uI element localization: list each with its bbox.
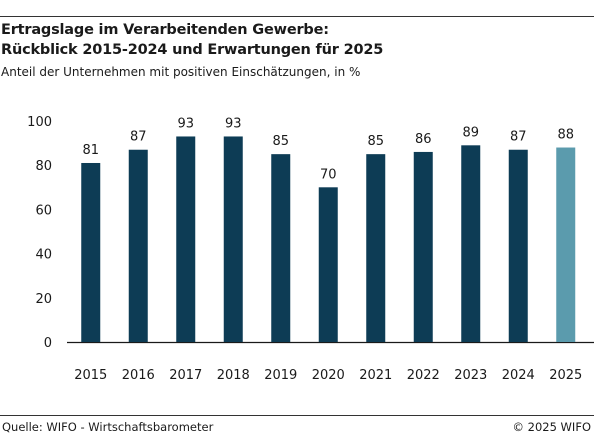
bar-2021 xyxy=(366,154,386,342)
copyright-note: © 2025 WIFO xyxy=(512,420,591,434)
bar-2022 xyxy=(413,151,433,342)
bar-2016 xyxy=(128,149,148,342)
bar-2018 xyxy=(223,136,243,342)
data-label-2018: 93 xyxy=(225,116,242,131)
x-tick-label-2019: 2019 xyxy=(264,368,297,383)
y-tick-label: 60 xyxy=(35,203,52,218)
bar-2024 xyxy=(508,149,528,342)
x-tick-label-2024: 2024 xyxy=(502,368,535,383)
chart-title-line2: Rückblick 2015-2024 und Erwartungen für … xyxy=(1,42,384,58)
data-label-2022: 86 xyxy=(415,132,432,147)
x-tick-label-2018: 2018 xyxy=(217,368,250,383)
data-label-2024: 87 xyxy=(510,130,527,145)
chart-title-line1: Ertragslage im Verarbeitenden Gewerbe: xyxy=(1,22,329,38)
bottom-rule xyxy=(0,415,594,416)
bar-2023 xyxy=(461,145,481,342)
y-tick-label: 80 xyxy=(35,159,52,174)
chart-subtitle: Anteil der Unternehmen mit positiven Ein… xyxy=(1,65,361,79)
x-tick-label-2020: 2020 xyxy=(312,368,345,383)
y-tick-label: 0 xyxy=(44,336,52,351)
source-note: Quelle: WIFO - Wirtschaftsbarometer xyxy=(2,420,214,434)
data-label-2016: 87 xyxy=(130,130,147,145)
x-tick-label-2025: 2025 xyxy=(549,368,582,383)
x-tick-label-2023: 2023 xyxy=(454,368,487,383)
data-label-2017: 93 xyxy=(177,116,194,131)
data-label-2025: 88 xyxy=(557,128,574,143)
x-tick-label-2016: 2016 xyxy=(122,368,155,383)
bar-2017 xyxy=(176,136,196,342)
y-tick-label: 20 xyxy=(35,292,52,307)
x-tick-label-2015: 2015 xyxy=(74,368,107,383)
data-label-2020: 70 xyxy=(320,167,337,182)
x-tick-label-2022: 2022 xyxy=(407,368,440,383)
data-label-2019: 85 xyxy=(272,134,289,149)
y-tick-label: 100 xyxy=(27,115,52,130)
data-label-2021: 85 xyxy=(367,134,384,149)
bar-2019 xyxy=(271,154,291,342)
y-tick-label: 40 xyxy=(35,248,52,263)
x-tick-label-2021: 2021 xyxy=(359,368,392,383)
bar-2020 xyxy=(318,187,338,342)
data-label-2015: 81 xyxy=(82,143,99,158)
bar-2015 xyxy=(81,162,101,342)
bar-chart: 0 20 40 60 80 100 81 2015 87 2016 93 2017 93 2018 85 20… xyxy=(27,115,594,383)
x-tick-label-2017: 2017 xyxy=(169,368,202,383)
bar-2025 xyxy=(556,147,576,342)
top-rule xyxy=(0,16,594,17)
data-label-2023: 89 xyxy=(462,125,479,140)
